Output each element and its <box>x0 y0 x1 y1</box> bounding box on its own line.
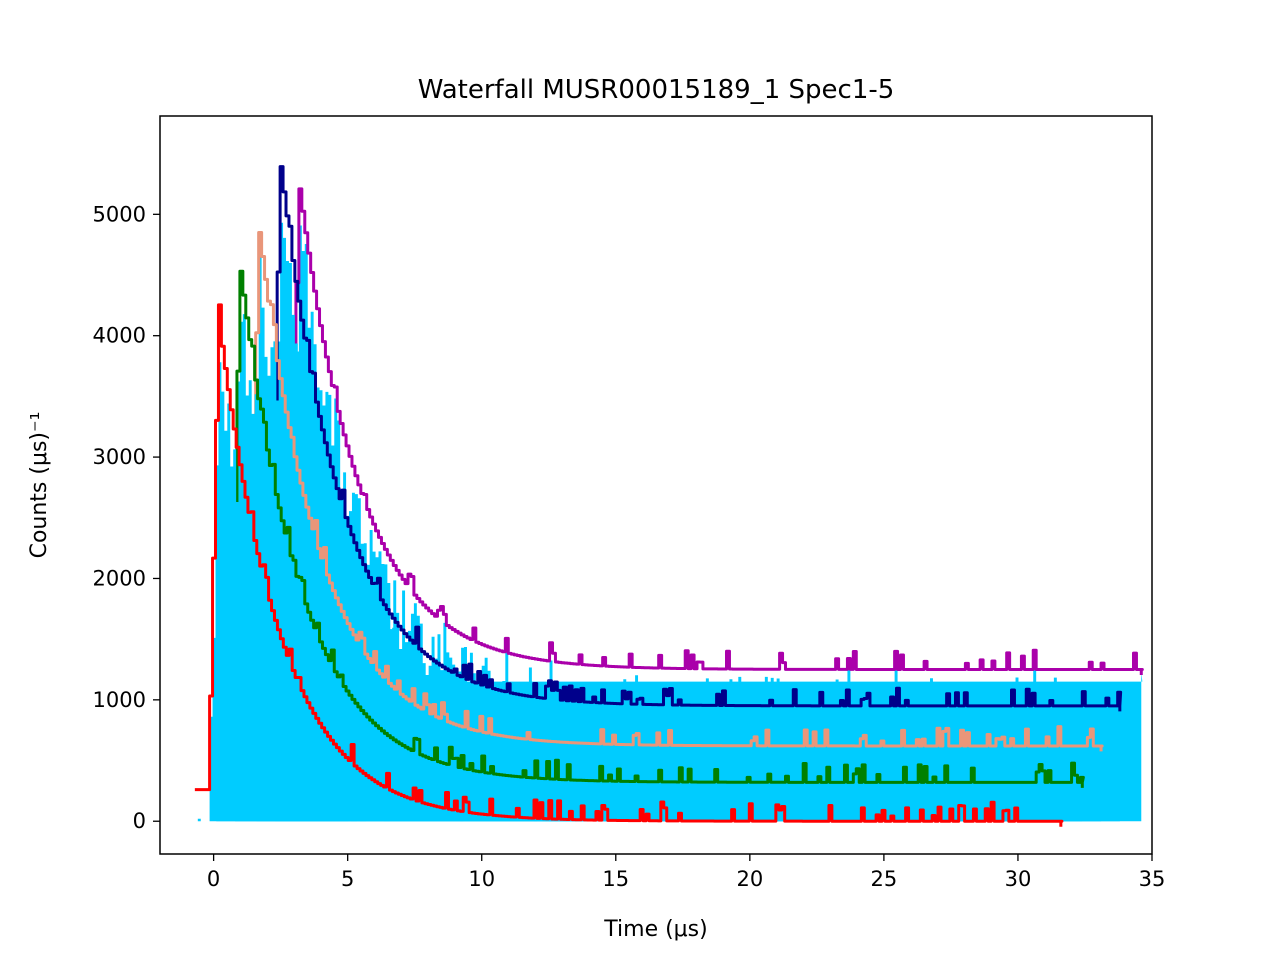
series-line <box>275 187 1144 675</box>
y-tick-label: 2000 <box>93 566 146 590</box>
series-line <box>194 303 1064 827</box>
x-tick-label: 25 <box>871 867 898 891</box>
y-tick-label: 5000 <box>93 202 146 226</box>
x-tick-label: 30 <box>1005 867 1032 891</box>
y-tick-label: 3000 <box>93 445 146 469</box>
y-tick-label: 4000 <box>93 324 146 348</box>
y-tick-label: 1000 <box>93 688 146 712</box>
x-axis: 0 5 10 15 20 25 30 35 <box>207 854 1165 891</box>
x-tick-label: 10 <box>468 867 495 891</box>
series-line <box>256 165 1123 712</box>
chart-title: Waterfall MUSR00015189_1 Spec1-5 <box>418 75 895 105</box>
x-tick-label: 0 <box>207 867 220 891</box>
x-tick-label: 35 <box>1139 867 1166 891</box>
plot-frame <box>159 115 1153 855</box>
x-tick-label: 5 <box>341 867 354 891</box>
y-axis-label: Counts (μs)⁻¹ <box>27 412 52 559</box>
y-tick-label: 0 <box>133 809 146 833</box>
series-fill <box>194 362 1062 825</box>
x-axis-label: Time (μs) <box>603 917 707 942</box>
series-layer <box>194 165 1144 827</box>
series-line <box>235 230 1104 752</box>
x-tick-label: 15 <box>602 867 629 891</box>
series-line <box>216 269 1085 788</box>
x-tick-label: 20 <box>736 867 763 891</box>
y-axis: 0 1000 2000 3000 4000 5000 <box>93 202 160 833</box>
